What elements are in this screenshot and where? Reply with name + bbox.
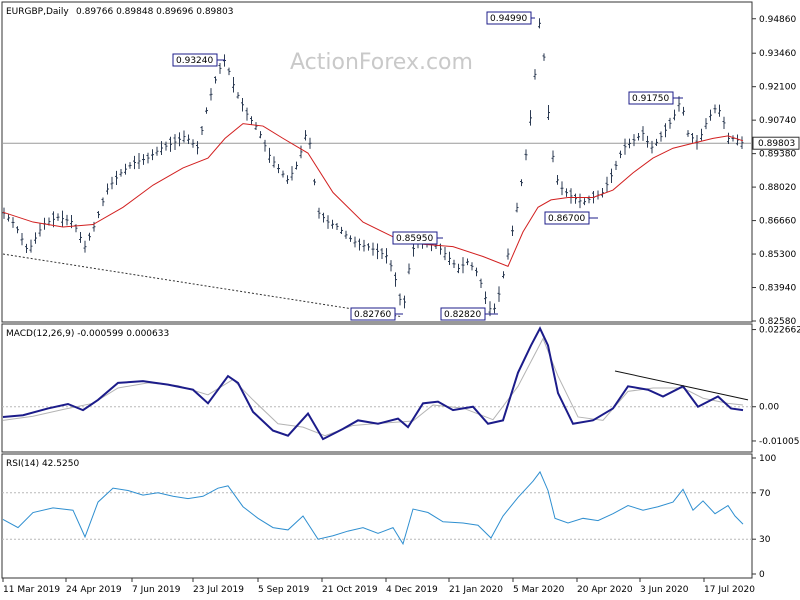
price-tick-label: 0.83940: [759, 284, 796, 294]
price-annotations: 0.93240 0.94990 0.91750 0.85950 0.86700 0.827…: [172, 11, 683, 321]
support-trendline: [2, 253, 402, 318]
date-tick-label: 21 Jan 2020: [449, 585, 503, 595]
price-candles: [2, 18, 744, 317]
price-tick-label: 0.90740: [759, 116, 796, 126]
date-axis: 11 Mar 2019 24 Apr 2019 7 Jun 2019 23 Jul 2…: [2, 578, 755, 595]
price-tick-label: 0.88020: [759, 183, 796, 193]
watermark-text: ActionForex.com: [290, 50, 473, 75]
rsi-panel: [1, 453, 753, 579]
date-tick-label: 11 Mar 2019: [3, 585, 60, 595]
date-tick-label: 24 Apr 2019: [66, 585, 122, 595]
ohlc-label: 0.89766 0.89848 0.89696 0.89803: [76, 7, 233, 17]
price-tick-label: 0.82580: [759, 317, 796, 327]
rsi-title: RSI(14) 42.5250: [6, 459, 79, 469]
date-tick-label: 3 Jun 2020: [640, 585, 689, 595]
macd-trendline: [614, 370, 749, 401]
macd-line: [2, 326, 744, 441]
price-annotation-label: 0.82820: [444, 310, 481, 320]
date-tick-label: 17 Jul 2020: [704, 585, 755, 595]
price-tick-label: 0.94860: [759, 15, 796, 25]
price-axis: 0.94860 0.93460 0.92100 0.90740 0.89380 0.880…: [752, 15, 800, 327]
price-annotation-label: 0.82760: [354, 310, 391, 320]
price-annotation-label: 0.94990: [490, 14, 527, 24]
rsi-line: [2, 470, 752, 546]
price-annotation-label: 0.86700: [548, 214, 585, 224]
rsi-tick-label: 70: [759, 489, 771, 499]
price-annotation-label: 0.91750: [632, 94, 669, 104]
rsi-line: [2, 470, 744, 546]
price-annotation-label: 0.93240: [176, 56, 213, 66]
price-tick-label: 0.85300: [759, 250, 796, 260]
rsi-tick-label: 100: [759, 454, 776, 464]
macd-title: MACD(12,26,9) -0.000599 0.000633: [6, 329, 169, 339]
date-tick-label: 21 Oct 2019: [322, 585, 378, 595]
macd-axis: 0.022662 0.00 -0.010052: [752, 326, 800, 447]
date-tick-label: 4 Dec 2019: [386, 585, 438, 595]
current-price-marker: [752, 136, 800, 150]
date-tick-label: 20 Apr 2020: [577, 585, 633, 595]
price-tick-label: 0.89380: [759, 150, 796, 160]
macd-signal-line: [2, 337, 744, 437]
rsi-tick-label: 30: [759, 535, 771, 545]
date-tick-label: 23 Jul 2019: [193, 585, 244, 595]
rsi-tick-label: 0: [759, 570, 765, 580]
current-price-label: 0.89803: [758, 139, 795, 149]
price-tick-label: 0.93460: [759, 49, 796, 59]
price-annotation-label: 0.85950: [396, 234, 433, 244]
macd-tick-label: 0.022662: [759, 326, 800, 336]
rsi-axis: 100 70 30 0: [752, 454, 776, 580]
date-tick-label: 7 Jun 2019: [132, 585, 181, 595]
price-tick-label: 0.86660: [759, 217, 796, 227]
macd-panel: [1, 323, 753, 453]
date-tick-label: 5 Sep 2019: [258, 585, 310, 595]
macd-tick-label: 0.00: [759, 403, 779, 413]
macd-tick-label: -0.010052: [759, 437, 800, 447]
price-panel: [1, 1, 753, 323]
price-tick-label: 0.92100: [759, 83, 796, 93]
macd-lines: [2, 326, 752, 441]
date-tick-label: 5 Mar 2020: [513, 585, 565, 595]
symbol-label: EURGBP,Daily: [6, 7, 69, 17]
